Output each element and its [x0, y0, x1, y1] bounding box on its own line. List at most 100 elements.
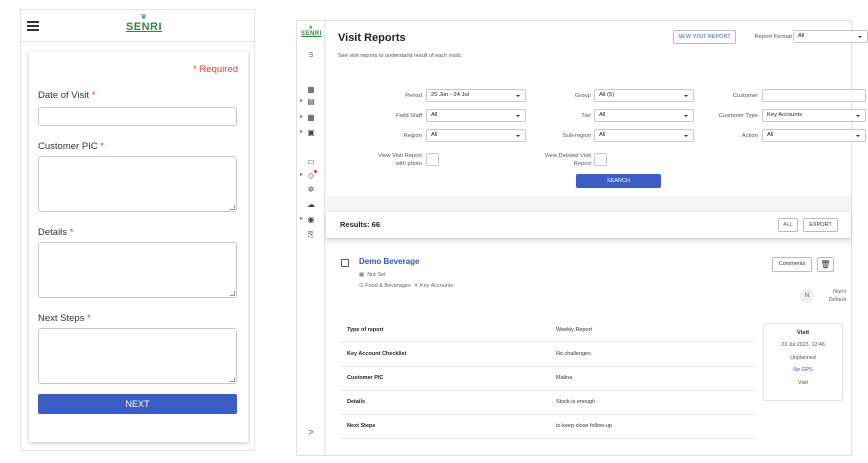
visit-info-box: Visit 23 Jul 2023, 12:46 Unplanned No GP… — [763, 323, 843, 401]
sidebar-expand-icon[interactable]: > — [308, 427, 314, 437]
date-of-visit-label: Date of Visit * — [38, 90, 96, 101]
row-label: Type of report — [347, 327, 384, 333]
gps-link[interactable]: No GPS — [793, 367, 813, 373]
layers-icon[interactable]: ▣ — [307, 128, 315, 137]
bell-icon[interactable]: ◇ — [306, 170, 317, 180]
resize-handle-icon[interactable] — [230, 205, 235, 210]
divider — [341, 366, 754, 367]
menu-icon[interactable] — [27, 21, 39, 31]
chevron-down-icon — [856, 115, 860, 117]
resize-handle-icon[interactable] — [230, 291, 235, 296]
help-icon[interactable]: ◉ — [307, 215, 315, 224]
period-select[interactable]: 25 Jun - 24 Jul — [426, 89, 526, 102]
field-staff-select[interactable]: All — [426, 109, 526, 122]
view-photo-checkbox[interactable] — [426, 153, 439, 166]
tag-icon: ⊙ — [359, 283, 364, 289]
date-of-visit-input[interactable] — [38, 107, 237, 126]
senri-logo: ❦ SENRI — [301, 25, 322, 38]
customer-label: Customer — [732, 93, 758, 99]
row-value: No challenges — [556, 351, 591, 357]
delete-icon[interactable]: 🗑 — [817, 257, 834, 272]
row-label: Details — [347, 399, 366, 405]
customer-name-link[interactable]: Demo Beverage — [359, 257, 420, 266]
customer-pic-label: Customer PIC * — [38, 141, 104, 152]
chevron-down-icon — [858, 36, 862, 38]
expand-dot-icon: ▸ — [300, 114, 304, 120]
group-label: Group — [574, 93, 591, 99]
comments-button[interactable]: Comments — [772, 257, 812, 272]
details-textarea[interactable] — [38, 242, 237, 298]
sub-region-select[interactable]: All — [594, 129, 694, 142]
group-select[interactable]: All (5) — [594, 89, 694, 102]
report-format-label: Report Format — [754, 34, 792, 40]
chevron-down-icon — [516, 95, 520, 97]
dashboard-icon[interactable]: ▦ — [307, 85, 315, 94]
visit-title: Visit — [796, 330, 810, 336]
next-button[interactable]: NEXT — [38, 394, 237, 414]
calendar-icon[interactable]: ▤ — [307, 97, 315, 106]
view-photo-label: View Visit Report with photo — [378, 153, 422, 167]
expand-dot-icon: ▸ — [300, 98, 304, 104]
select-checkbox[interactable] — [341, 259, 349, 267]
row-value: to keep close follow-up — [556, 423, 612, 429]
desktop-app: ❦ SENRI S ▦ ▸ ▤ ▸ ▦ ▸ ▣ ▭ ▸ ◇ ✲ ☁ ▸ ◉ ⎘ … — [296, 20, 868, 456]
leaf-icon: ❦ — [140, 14, 148, 21]
visit-status: Unplanned — [790, 355, 816, 361]
expand-dot-icon: ▸ — [300, 129, 304, 135]
avatar: N — [800, 289, 814, 303]
row-value: Stock is enough. — [556, 399, 597, 405]
field-staff-label: Field Staff — [396, 113, 422, 119]
tier-select[interactable]: All — [594, 109, 694, 122]
chat-icon[interactable]: ▭ — [307, 157, 315, 166]
customer-pic-textarea[interactable] — [38, 156, 237, 212]
report-format-select[interactable]: All — [793, 30, 868, 43]
logout-icon[interactable]: ⎘ — [307, 230, 315, 239]
next-steps-label: Next Steps * — [38, 313, 91, 324]
sub-region-label: Sub-region — [562, 133, 591, 139]
staff-info: Nami Default — [828, 289, 846, 303]
next-steps-textarea[interactable] — [38, 328, 237, 384]
expand-dot-icon: ▸ — [300, 216, 304, 222]
settings-icon[interactable]: ✲ — [307, 185, 315, 194]
expand-dot-icon: ▸ — [300, 172, 304, 178]
action-label: Action — [741, 133, 758, 139]
export-button[interactable]: EXPORT — [803, 218, 838, 232]
results-bar: Results: 66 ALL EXPORT — [326, 212, 851, 238]
sidebar-user-initial[interactable]: S — [308, 52, 314, 59]
resize-handle-icon[interactable] — [230, 377, 235, 382]
new-visit-report-button[interactable]: NEW VISIT REPORT — [673, 30, 736, 44]
sidebar: ❦ SENRI S ▦ ▸ ▤ ▸ ▦ ▸ ▣ ▭ ▸ ◇ ✲ ☁ ▸ ◉ ⎘ … — [297, 21, 325, 455]
page-subtitle: See visit reports to understand result o… — [338, 53, 463, 59]
all-button[interactable]: ALL — [778, 218, 798, 232]
divider — [341, 414, 754, 415]
visit-type: Visit — [798, 380, 808, 386]
chevron-down-icon — [684, 95, 688, 97]
visit-form-card: * Required Date of Visit * Customer PIC … — [29, 52, 248, 442]
row-value: Malina — [556, 375, 573, 381]
row-label: Next Steps — [347, 423, 376, 429]
segment-row: ▦ Not Set — [359, 272, 386, 278]
view-deleted-label: View Deleted Visit Report — [544, 153, 591, 167]
page-title: Visit Reports — [338, 32, 406, 44]
tools-icon: ✕ — [413, 283, 419, 289]
chevron-down-icon — [684, 115, 688, 117]
customer-type-select[interactable]: Key Accounts — [762, 109, 866, 122]
visit-datetime: 23 Jul 2023, 12:46 — [781, 342, 825, 348]
search-button[interactable]: SEARCH — [576, 174, 661, 188]
customer-type-label: Customer Type — [718, 113, 758, 119]
results-count: Results: 66 — [340, 220, 381, 229]
required-note: * Required — [193, 64, 238, 75]
category-row: ⊙ Food & Beverages ✕ Key Accounts — [359, 283, 454, 289]
action-select[interactable]: All — [762, 129, 866, 142]
mobile-form-panel: ❦ SENRI * Required Date of Visit * Custo… — [20, 9, 255, 451]
reports-icon[interactable]: ▦ — [307, 113, 315, 122]
filters-panel: Visit Reports See visit reports to under… — [326, 21, 868, 196]
customer-input[interactable] — [762, 89, 866, 102]
notification-dot — [314, 170, 317, 173]
view-deleted-checkbox[interactable] — [594, 153, 607, 166]
leaf-icon: ❦ — [308, 25, 314, 31]
cloud-icon[interactable]: ☁ — [307, 200, 315, 209]
row-label: Key Account Checklist — [347, 351, 407, 357]
grid-icon: ▦ — [359, 272, 365, 278]
region-select[interactable]: All — [426, 129, 526, 142]
